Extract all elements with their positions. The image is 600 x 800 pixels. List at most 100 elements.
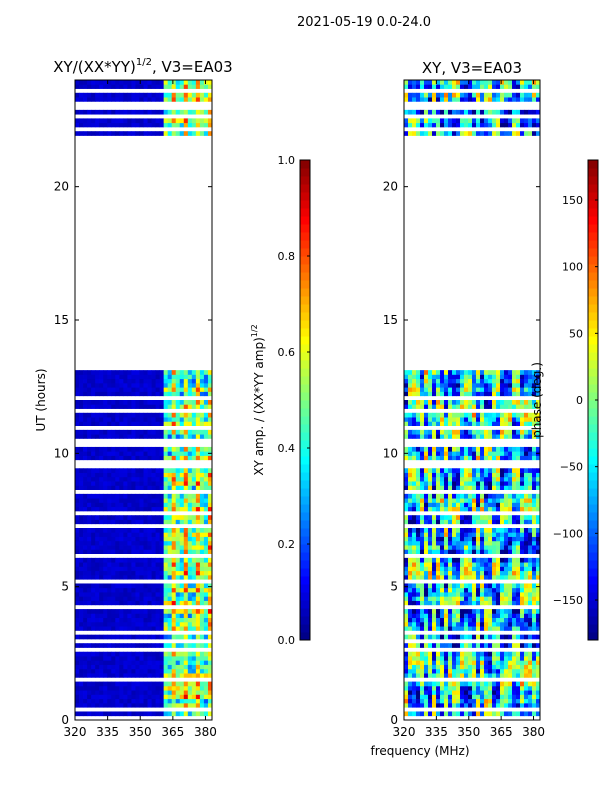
heatmap-cell xyxy=(504,434,509,439)
heatmap-cell xyxy=(87,515,92,520)
heatmap-cell xyxy=(420,549,425,554)
heatmap-cell xyxy=(167,694,173,700)
heatmap-cell xyxy=(432,122,437,128)
heatmap-cell xyxy=(207,472,212,478)
heatmap-cell xyxy=(199,574,205,580)
heatmap-cell xyxy=(99,557,104,563)
heatmap-cell xyxy=(456,621,461,627)
heatmap-cell xyxy=(524,600,529,606)
heatmap-cell xyxy=(480,613,485,618)
heatmap-cell xyxy=(75,80,80,85)
heatmap-cell xyxy=(468,382,473,388)
heatmap-cell xyxy=(175,118,181,124)
heatmap-cell xyxy=(175,92,181,98)
heatmap-cell xyxy=(183,685,189,691)
heatmap-cell xyxy=(468,387,473,392)
heatmap-cell xyxy=(143,387,148,392)
heatmap-cell xyxy=(448,592,453,597)
heatmap-cell xyxy=(175,702,181,708)
heatmap-cell xyxy=(476,502,481,508)
heatmap-cell xyxy=(512,455,517,461)
heatmap-cell xyxy=(500,481,505,486)
heatmap-cell xyxy=(416,587,421,593)
heatmap-cell xyxy=(472,711,477,717)
heatmap-cell xyxy=(195,515,201,520)
heatmap-cell xyxy=(87,498,92,503)
heatmap-cell xyxy=(123,434,128,439)
heatmap-cell xyxy=(171,634,177,640)
heatmap-cell xyxy=(87,562,92,567)
heatmap-cell xyxy=(87,109,92,115)
heatmap-cell xyxy=(139,562,144,567)
heatmap-cell xyxy=(155,451,161,456)
heatmap-cell xyxy=(207,651,212,657)
heatmap-cell xyxy=(123,673,128,678)
heatmap-cell xyxy=(103,519,108,525)
heatmap-cell xyxy=(171,562,177,567)
heatmap-cell xyxy=(143,540,148,546)
heatmap-cell xyxy=(500,122,505,128)
heatmap-cell xyxy=(175,570,181,576)
heatmap-cell xyxy=(528,698,533,704)
heatmap-cell xyxy=(83,634,88,640)
heatmap-cell xyxy=(175,374,181,380)
heatmap-cell xyxy=(492,643,497,648)
heatmap-cell xyxy=(75,566,80,572)
heatmap-cell xyxy=(444,532,449,537)
heatmap-cell xyxy=(484,391,489,397)
heatmap-cell xyxy=(484,404,489,409)
heatmap-cell xyxy=(175,400,181,405)
heatmap-cell xyxy=(139,131,144,136)
heatmap-cell xyxy=(512,694,517,700)
heatmap-cell xyxy=(183,574,189,580)
heatmap-cell xyxy=(472,378,477,384)
heatmap-cell xyxy=(460,498,465,503)
heatmap-cell xyxy=(83,378,88,384)
heatmap-cell xyxy=(167,476,173,482)
heatmap-cell xyxy=(472,634,477,640)
heatmap-cell xyxy=(428,651,433,657)
heatmap-cell xyxy=(163,690,169,695)
heatmap-cell xyxy=(500,378,505,384)
heatmap-cell xyxy=(464,549,469,554)
heatmap-cell xyxy=(79,506,84,512)
heatmap-cell xyxy=(464,429,469,435)
heatmap-cell xyxy=(203,574,209,580)
heatmap-cell xyxy=(488,532,493,537)
heatmap-cell xyxy=(127,711,132,717)
heatmap-cell xyxy=(139,660,144,665)
heatmap-cell xyxy=(420,370,425,375)
heatmap-cell xyxy=(508,434,513,439)
heatmap-cell xyxy=(107,412,112,418)
heatmap-cell xyxy=(460,374,465,380)
heatmap-cell xyxy=(520,434,525,439)
heatmap-cell xyxy=(516,664,521,670)
heatmap-cell xyxy=(448,673,453,678)
heatmap-cell xyxy=(143,566,148,572)
heatmap-cell xyxy=(127,698,132,704)
heatmap-cell xyxy=(536,681,540,687)
heatmap-cell xyxy=(167,485,173,490)
heatmap-cell xyxy=(175,536,181,542)
heatmap-cell xyxy=(147,493,152,499)
heatmap-cell xyxy=(460,634,465,640)
heatmap-cell xyxy=(159,596,165,601)
heatmap-cell xyxy=(484,613,489,618)
heatmap-cell xyxy=(528,583,533,589)
colorbar-segment xyxy=(300,320,310,329)
heatmap-cell xyxy=(195,131,201,136)
heatmap-cell xyxy=(171,80,177,85)
heatmap-cell xyxy=(91,711,96,717)
heatmap-cell xyxy=(464,574,469,580)
heatmap-cell xyxy=(199,485,205,490)
heatmap-cell xyxy=(516,485,521,490)
heatmap-cell xyxy=(456,84,461,89)
heatmap-cell xyxy=(504,400,509,405)
heatmap-cell xyxy=(195,80,201,85)
heatmap-cell xyxy=(159,472,165,478)
heatmap-cell xyxy=(472,451,477,456)
heatmap-cell xyxy=(207,626,212,631)
heatmap-cell xyxy=(492,434,497,439)
heatmap-cell xyxy=(484,412,489,418)
heatmap-cell xyxy=(532,596,537,601)
